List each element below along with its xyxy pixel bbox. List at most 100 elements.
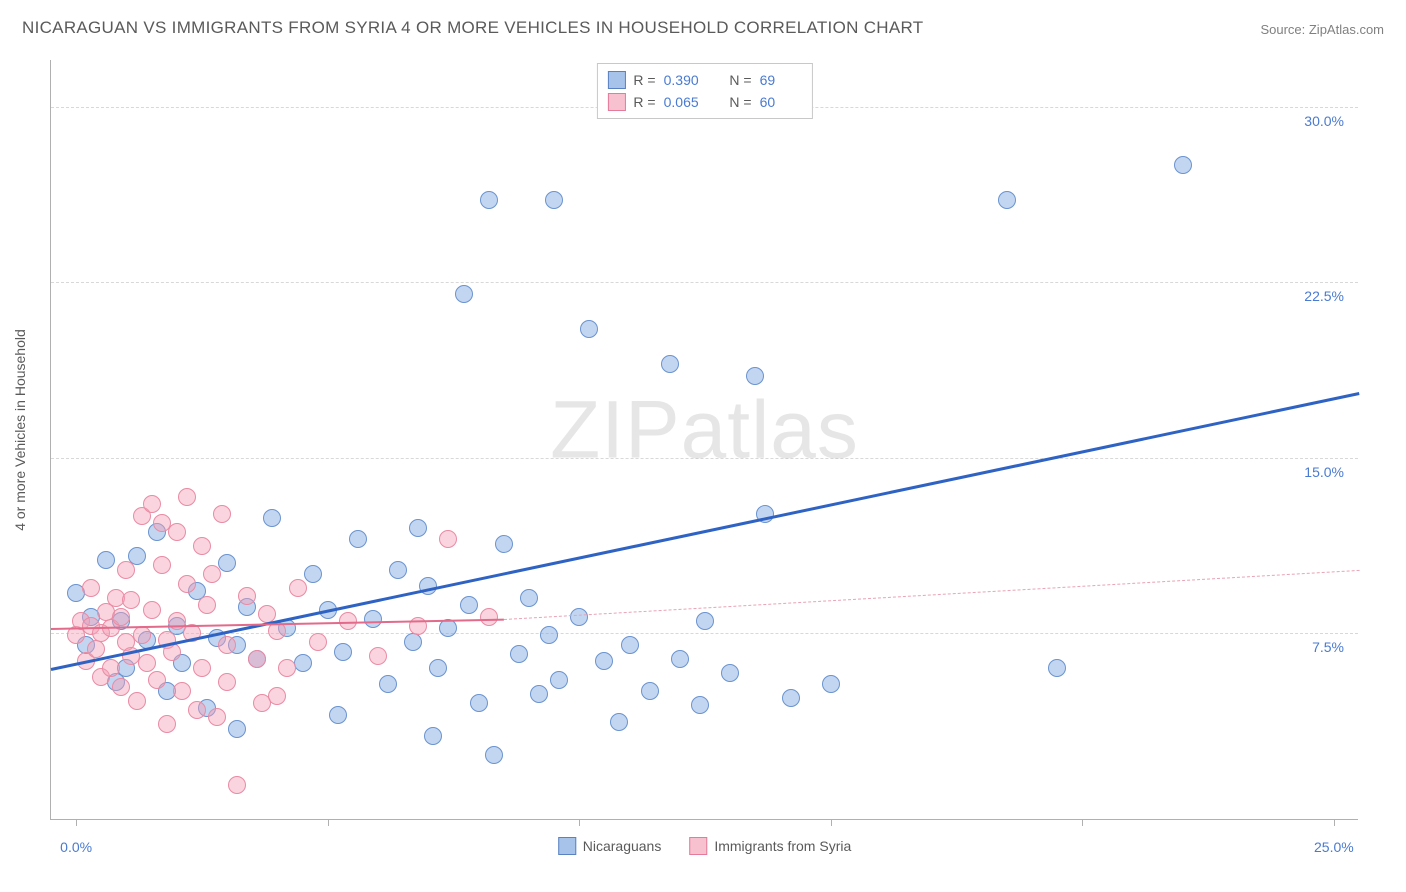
scatter-point: [102, 659, 120, 677]
scatter-point: [530, 685, 548, 703]
scatter-point: [696, 612, 714, 630]
scatter-point: [143, 601, 161, 619]
scatter-point: [409, 519, 427, 537]
scatter-point: [87, 640, 105, 658]
scatter-point: [746, 367, 764, 385]
scatter-point: [455, 285, 473, 303]
scatter-point: [510, 645, 528, 663]
scatter-point: [112, 608, 130, 626]
scatter-point: [334, 643, 352, 661]
scatter-point: [218, 636, 236, 654]
scatter-point: [198, 596, 216, 614]
legend-label: Nicaraguans: [583, 838, 662, 854]
scatter-point: [238, 587, 256, 605]
x-tick-mark: [328, 819, 329, 826]
scatter-point: [721, 664, 739, 682]
scatter-point: [480, 191, 498, 209]
scatter-point: [389, 561, 407, 579]
scatter-point: [193, 537, 211, 555]
scatter-point: [268, 687, 286, 705]
scatter-point: [173, 682, 191, 700]
scatter-point: [178, 488, 196, 506]
stat-n-value: 69: [760, 72, 802, 88]
scatter-point: [153, 556, 171, 574]
scatter-point: [349, 530, 367, 548]
legend-stats-box: R =0.390 N =69R =0.065 N =60: [596, 63, 812, 119]
scatter-point: [691, 696, 709, 714]
scatter-point: [133, 626, 151, 644]
scatter-point: [580, 320, 598, 338]
scatter-point: [424, 727, 442, 745]
legend-item: Nicaraguans: [558, 837, 662, 855]
y-tick-label: 7.5%: [1312, 639, 1344, 655]
scatter-point: [671, 650, 689, 668]
legend-swatch: [558, 837, 576, 855]
scatter-point: [218, 554, 236, 572]
scatter-point: [520, 589, 538, 607]
scatter-point: [641, 682, 659, 700]
gridline: [51, 282, 1358, 283]
legend-label: Immigrants from Syria: [714, 838, 851, 854]
gridline: [51, 633, 1358, 634]
stat-n-label: N =: [729, 72, 751, 88]
x-tick-mark: [76, 819, 77, 826]
stat-n-label: N =: [729, 94, 751, 110]
x-tick-mark: [1334, 819, 1335, 826]
plot-area: ZIPatlas R =0.390 N =69R =0.065 N =60 Ni…: [50, 60, 1358, 820]
scatter-point: [379, 675, 397, 693]
scatter-point: [128, 692, 146, 710]
x-tick-mark: [579, 819, 580, 826]
y-tick-label: 22.5%: [1304, 288, 1344, 304]
chart-title: NICARAGUAN VS IMMIGRANTS FROM SYRIA 4 OR…: [22, 18, 923, 38]
scatter-point: [158, 715, 176, 733]
scatter-point: [289, 579, 307, 597]
scatter-point: [82, 579, 100, 597]
legend-item: Immigrants from Syria: [689, 837, 851, 855]
scatter-point: [364, 610, 382, 628]
scatter-point: [661, 355, 679, 373]
gridline: [51, 458, 1358, 459]
scatter-point: [193, 659, 211, 677]
scatter-point: [278, 659, 296, 677]
scatter-point: [228, 720, 246, 738]
scatter-point: [309, 633, 327, 651]
stat-r-label: R =: [633, 72, 655, 88]
trend-line: [504, 570, 1359, 620]
scatter-point: [263, 509, 281, 527]
scatter-point: [404, 633, 422, 651]
scatter-point: [570, 608, 588, 626]
x-tick-label: 25.0%: [1314, 839, 1354, 855]
legend-swatch: [689, 837, 707, 855]
scatter-point: [822, 675, 840, 693]
scatter-point: [470, 694, 488, 712]
stat-r-value: 0.065: [664, 94, 706, 110]
scatter-point: [329, 706, 347, 724]
scatter-point: [304, 565, 322, 583]
scatter-point: [439, 619, 457, 637]
scatter-point: [248, 650, 266, 668]
scatter-point: [218, 673, 236, 691]
scatter-point: [460, 596, 478, 614]
scatter-point: [621, 636, 639, 654]
scatter-point: [550, 671, 568, 689]
y-tick-label: 15.0%: [1304, 464, 1344, 480]
scatter-point: [782, 689, 800, 707]
scatter-point: [228, 776, 246, 794]
scatter-point: [495, 535, 513, 553]
watermark: ZIPatlas: [550, 383, 859, 477]
scatter-point: [610, 713, 628, 731]
scatter-point: [429, 659, 447, 677]
source-attribution: Source: ZipAtlas.com: [1260, 22, 1384, 37]
legend-stats-row: R =0.390 N =69: [607, 69, 801, 91]
scatter-point: [148, 671, 166, 689]
legend-swatch: [607, 71, 625, 89]
scatter-point: [188, 701, 206, 719]
scatter-point: [178, 575, 196, 593]
y-tick-label: 30.0%: [1304, 113, 1344, 129]
scatter-point: [369, 647, 387, 665]
scatter-point: [998, 191, 1016, 209]
scatter-point: [213, 505, 231, 523]
scatter-point: [439, 530, 457, 548]
scatter-point: [540, 626, 558, 644]
y-axis-label: 4 or more Vehicles in Household: [12, 329, 28, 531]
